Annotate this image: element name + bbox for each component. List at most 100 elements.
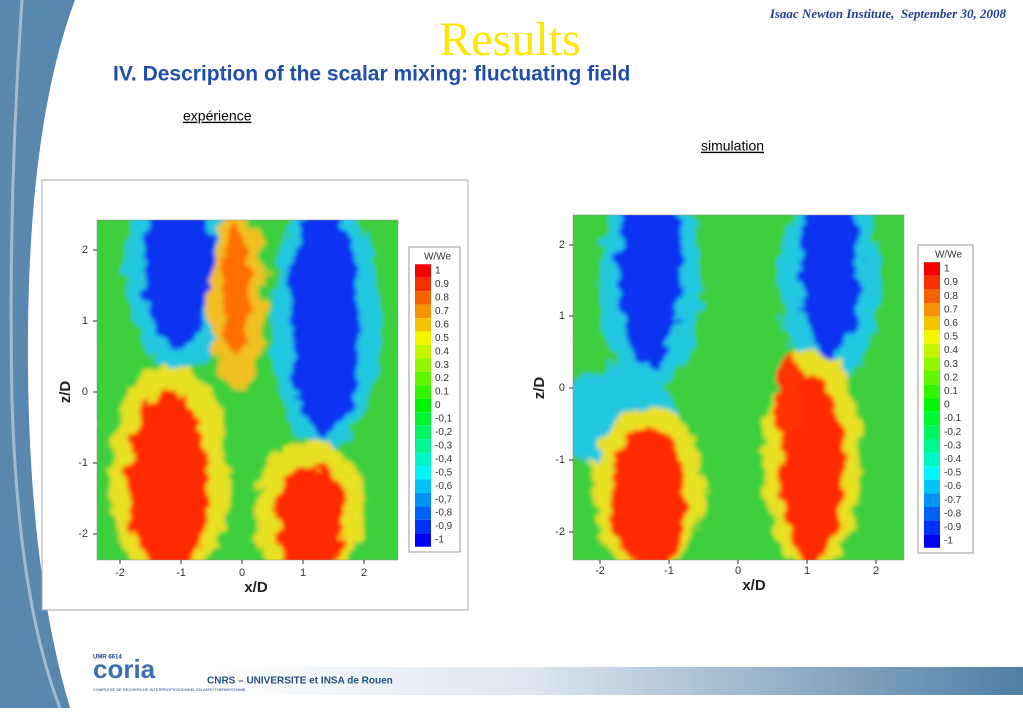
colorbar-label: 0.5: [944, 332, 958, 343]
event: Isaac Newton Institute, September 30, 20…: [769, 6, 1007, 21]
colorbar-swatch: [415, 304, 431, 319]
y-tick-label: -1: [555, 454, 565, 466]
colorbar-label: 0.2: [435, 373, 449, 384]
colorbar-label: 0.4: [435, 346, 449, 357]
colorbar-label: 0.2: [944, 372, 958, 383]
colorbar-swatch: [924, 357, 940, 371]
colorbar-swatch: [924, 289, 940, 303]
y-tick-label: -1: [78, 457, 88, 469]
colorbar-swatch: [415, 479, 431, 493]
y-tick-label: 1: [82, 315, 88, 327]
colorbar-swatch: [924, 384, 940, 399]
x-axis-label: x/D: [244, 579, 268, 596]
colorbar-swatch: [415, 277, 431, 292]
colorbar-label: 0.4: [944, 345, 958, 356]
x-tick-label: -1: [664, 565, 674, 577]
colorbar-swatch: [924, 330, 940, 344]
logo: coria: [93, 654, 156, 684]
colorbar-swatch: [415, 264, 431, 278]
contour-right: [573, 215, 904, 560]
colorbar-swatch: [415, 385, 431, 399]
contour-left: [97, 220, 398, 560]
colorbar-swatch: [415, 398, 431, 413]
colorbar-label: 0.8: [435, 293, 449, 304]
colorbar-label: 0.5: [435, 333, 449, 344]
colorbar-swatch: [415, 331, 431, 345]
colorbar-swatch: [415, 439, 431, 453]
logo-subtitle: COMPLEXE DE RECHERCHE INTERPROFESSIONNEL…: [93, 687, 246, 692]
colorbar-label: -0,3: [435, 440, 453, 451]
colorbar-label: -0.3: [944, 440, 962, 451]
colorbar-label: 0.1: [944, 386, 958, 397]
side-curve: [9, 0, 62, 709]
colorbar-label: -1: [435, 535, 444, 546]
colorbar-swatch: [415, 506, 431, 520]
colorbar-label: -0.2: [944, 427, 962, 438]
y-tick-label: 0: [82, 386, 88, 398]
panel-caption: expérience: [183, 108, 252, 124]
colorbar-swatch: [924, 398, 940, 412]
colorbar-swatch: [924, 534, 940, 548]
x-tick-label: -2: [595, 565, 605, 577]
colorbar-label: -0,1: [435, 414, 453, 425]
colorbar-swatch: [924, 411, 940, 426]
logo-tag: UMR 6614: [93, 655, 122, 661]
colorbar-swatch: [924, 520, 940, 535]
colorbar-label: 1: [944, 264, 950, 275]
x-tick-label: 1: [300, 567, 306, 579]
colorbar-swatch: [415, 492, 431, 507]
x-tick-label: -2: [115, 567, 125, 579]
colorbar-label: -0,4: [435, 454, 453, 465]
colorbar-label: -0,2: [435, 427, 453, 438]
x-tick-label: 0: [239, 567, 245, 579]
colorbar-swatch: [924, 507, 940, 521]
colorbar-label: -0,7: [435, 494, 453, 505]
colorbar-swatch: [415, 425, 431, 440]
y-tick-label: 0: [559, 382, 565, 394]
colorbar-label: 0.6: [944, 318, 958, 329]
colorbar-label: 0.6: [435, 319, 449, 330]
colorbar-label: -1: [944, 536, 953, 547]
colorbar-swatch: [415, 291, 431, 305]
colorbar-swatch: [924, 425, 940, 439]
colorbar-label: 0.9: [435, 279, 449, 290]
y-tick-label: 2: [559, 239, 565, 251]
colorbar-title: W/We: [424, 252, 451, 263]
colorbar-swatch: [924, 479, 940, 494]
colorbar-label: 0.3: [944, 359, 958, 370]
x-tick-label: 0: [735, 565, 741, 577]
colorbar-swatch: [924, 371, 940, 385]
colorbar-swatch: [415, 452, 431, 467]
plot-border: [96, 219, 399, 561]
colorbar-label: 0.1: [435, 387, 449, 398]
footer-band: [207, 667, 1023, 695]
colorbar-label: -0.4: [944, 454, 962, 465]
colorbar-label: 0.7: [944, 304, 958, 315]
colorbar-swatch: [924, 493, 940, 507]
y-tick-label: -2: [555, 526, 565, 538]
subtitle: IV. Description of the scalar mixing: fl…: [113, 63, 630, 86]
colorbar-swatch: [415, 412, 431, 426]
colorbar-swatch: [924, 343, 940, 358]
colorbar-label: 1: [435, 266, 441, 277]
colorbar-swatch: [415, 318, 431, 332]
colorbar-swatch: [415, 358, 431, 372]
colorbar-swatch: [415, 371, 431, 386]
colorbar-title: W/We: [935, 250, 962, 261]
y-tick-label: 1: [559, 310, 565, 322]
affiliation: CNRS – UNIVERSITE et INSA de Rouen: [207, 676, 393, 687]
colorbar-swatch: [924, 439, 940, 453]
colorbar-label: -0.6: [944, 481, 962, 492]
colorbar-swatch: [924, 303, 940, 317]
colorbar-label: 0: [435, 400, 441, 411]
colorbar-swatch: [415, 519, 431, 534]
side-band: [0, 0, 75, 708]
colorbar-swatch: [415, 466, 431, 480]
colorbar-label: -0,6: [435, 481, 453, 492]
colorbar-label: -0.7: [944, 495, 962, 506]
x-axis-label: x/D: [742, 577, 766, 594]
colorbar-label: -0,9: [435, 521, 453, 532]
colorbar-label: -0.8: [944, 508, 962, 519]
